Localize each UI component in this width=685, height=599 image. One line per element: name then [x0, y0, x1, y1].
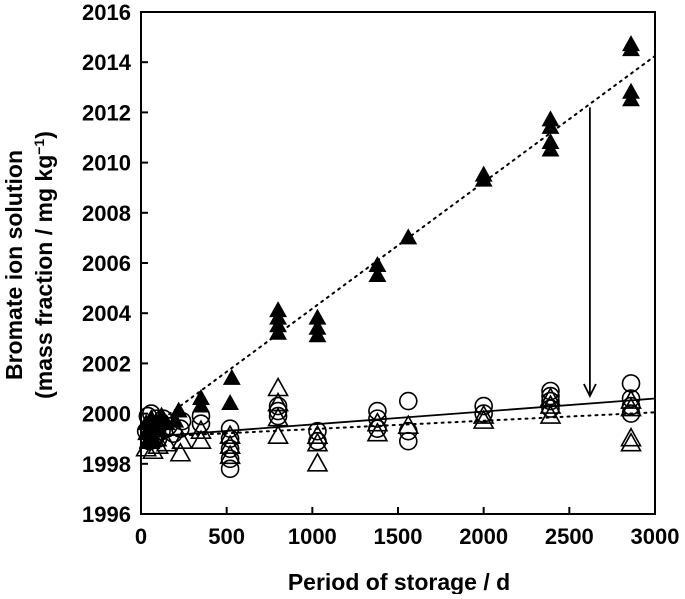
filled-triangle-point	[622, 82, 640, 99]
filled-triangle-point	[308, 318, 327, 335]
x-tick-label: 3000	[631, 524, 680, 549]
plot-area	[140, 11, 656, 515]
open-triangle-point	[620, 389, 642, 409]
open-triangle-point	[267, 424, 289, 444]
open-triangle-point	[219, 444, 241, 465]
y-tick-label: 2010	[82, 151, 131, 176]
open-triangle-point	[620, 396, 642, 417]
y-tick-label: 1996	[82, 502, 131, 527]
filled-triangle-point	[221, 394, 240, 411]
data-markers	[135, 35, 642, 479]
open-circle-point	[268, 396, 288, 416]
open-triangle-point	[472, 409, 495, 429]
filled-triangle-point	[399, 228, 418, 245]
y-tick-label: 2000	[82, 402, 131, 427]
x-tick-label: 0	[135, 524, 147, 549]
dotted-trend-line	[140, 54, 656, 436]
trend-lines	[140, 54, 656, 439]
x-axis-ticks: 0 500 1000 1500 2000 2500 3000	[135, 507, 680, 549]
open-triangle-point	[267, 391, 289, 412]
open-circle-point	[308, 421, 327, 441]
x-axis-title: Period of storage / d	[288, 569, 510, 594]
y-tick-label: 2012	[82, 100, 131, 125]
solid-trend-line	[140, 397, 656, 439]
open-triangle-point	[219, 434, 241, 455]
y-tick-label: 2002	[82, 351, 131, 376]
y-tick-label: 1998	[82, 452, 131, 477]
open-circle-point	[368, 401, 387, 421]
open-triangle-point	[472, 404, 495, 424]
open-triangle-point	[171, 429, 193, 450]
open-triangle-point	[190, 429, 212, 450]
open-triangle-point	[306, 424, 329, 444]
filled-triangle-point	[192, 389, 210, 405]
open-triangle-point	[267, 376, 289, 397]
filled-triangle-point	[144, 429, 162, 446]
filled-triangle-point	[541, 132, 560, 149]
open-triangle-point	[539, 386, 562, 407]
open-triangle-point	[190, 419, 212, 439]
filled-triangle-point	[474, 165, 493, 182]
x-tick-label: 1500	[374, 524, 423, 549]
open-triangle-point	[539, 394, 562, 414]
filled-triangle-point	[166, 411, 185, 428]
arrow-head	[583, 383, 597, 399]
filled-triangle-point	[368, 255, 387, 272]
open-triangle-point	[620, 432, 642, 452]
open-triangle-point	[267, 406, 289, 427]
y-tick-label: 2006	[82, 251, 131, 276]
y-tick-label: 2016	[82, 0, 131, 25]
filled-triangle-point	[368, 266, 387, 282]
y-tick-label: 2004	[82, 301, 132, 326]
filled-triangle-point	[541, 110, 560, 127]
open-circle-point	[541, 381, 560, 401]
y-axis-title-line2: (mass fraction / mg kg−1)	[31, 131, 57, 399]
x-tick-label: 1000	[288, 524, 337, 549]
open-triangle-point	[306, 432, 329, 452]
y-tick-label: 2008	[82, 201, 131, 226]
open-circle-point	[474, 396, 493, 416]
open-circle-point	[398, 431, 418, 451]
y-axis-title-text: (mass fraction / mg kg	[31, 155, 57, 399]
x-tick-label: 2500	[545, 524, 594, 549]
open-circle-point	[398, 391, 418, 411]
open-circle-point	[368, 409, 387, 428]
filled-triangle-point	[222, 368, 241, 385]
y-tick-label: 2014	[82, 50, 132, 75]
open-circle-point	[220, 459, 240, 479]
filled-triangle-point	[269, 301, 287, 318]
open-triangle-point	[306, 452, 329, 472]
open-triangle-point	[169, 442, 192, 462]
y-axis-title-close: )	[31, 131, 57, 139]
open-triangle-point	[366, 412, 389, 432]
y-axis-title-superscript: −1	[31, 139, 47, 155]
open-circle-point	[220, 449, 240, 469]
open-triangle-point	[539, 404, 562, 424]
open-triangle-point	[155, 432, 178, 452]
filled-triangle-point	[622, 35, 640, 52]
y-axis-title-line1: Bromate ion solution	[1, 150, 27, 380]
x-tick-label: 2000	[459, 524, 508, 549]
y-axis-ticks: 1996 1998 2000 2002 2004 2006 2008 2010 2012 2014…	[82, 0, 148, 527]
annotations	[583, 107, 597, 399]
open-triangle-point	[219, 424, 241, 444]
open-triangle-point	[397, 414, 420, 434]
open-triangle-point	[620, 427, 642, 447]
filled-triangle-point	[308, 308, 327, 325]
open-circle-point	[220, 439, 240, 459]
filled-triangle-point	[169, 401, 188, 418]
open-triangle-point	[366, 422, 389, 442]
open-circle-point	[541, 391, 560, 411]
x-tick-label: 500	[208, 524, 245, 549]
plot-border	[140, 11, 656, 515]
